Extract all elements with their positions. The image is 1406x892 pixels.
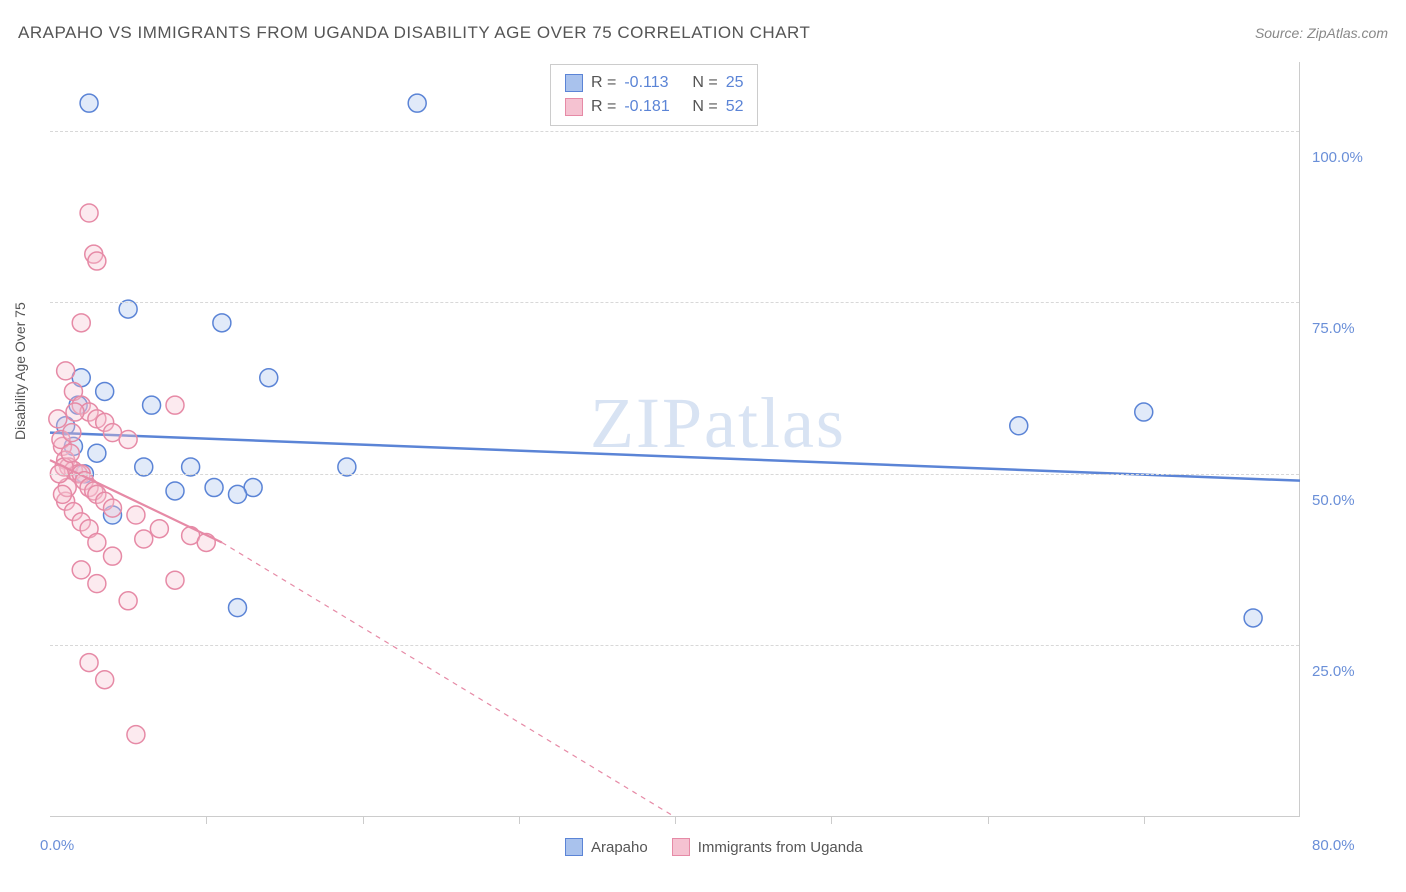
y-tick-label: 25.0% [1312, 663, 1355, 680]
data-point [57, 362, 75, 380]
data-point [229, 485, 247, 503]
x-tick [831, 816, 832, 824]
source-attribution: Source: ZipAtlas.com [1255, 25, 1388, 41]
data-point [260, 369, 278, 387]
gridline-h [50, 302, 1299, 303]
title-bar: ARAPAHO VS IMMIGRANTS FROM UGANDA DISABI… [18, 18, 1388, 48]
data-point [166, 571, 184, 589]
legend-label: Immigrants from Uganda [698, 839, 863, 856]
y-tick-label: 75.0% [1312, 320, 1355, 337]
legend-item: Arapaho [565, 838, 648, 856]
legend-r-value: -0.113 [624, 74, 684, 92]
data-point [72, 314, 90, 332]
data-point [104, 547, 122, 565]
legend-swatch [565, 98, 583, 116]
legend-row: R = -0.181 N = 52 [565, 95, 743, 119]
data-point [127, 726, 145, 744]
data-point [49, 410, 67, 428]
legend-n-label: N = [692, 98, 717, 116]
data-point [213, 314, 231, 332]
x-tick [206, 816, 207, 824]
data-point [166, 396, 184, 414]
data-point [96, 382, 114, 400]
legend-series: Arapaho Immigrants from Uganda [565, 838, 863, 856]
data-point [229, 599, 247, 617]
legend-r-label: R = [591, 98, 616, 116]
data-point [119, 431, 137, 449]
data-point [408, 94, 426, 112]
legend-swatch [565, 74, 583, 92]
plot-area: ZIPatlas R =-0.113N =25R =-0.181N =52 25… [50, 62, 1300, 817]
data-point [96, 671, 114, 689]
data-point [66, 403, 84, 421]
legend-r-label: R = [591, 74, 616, 92]
chart-title: ARAPAHO VS IMMIGRANTS FROM UGANDA DISABI… [18, 23, 810, 43]
legend-swatch [565, 838, 583, 856]
data-point [127, 506, 145, 524]
legend-n-value: 52 [726, 98, 744, 116]
y-tick-label: 100.0% [1312, 149, 1363, 166]
legend-swatch [672, 838, 690, 856]
legend-r-value: -0.181 [624, 98, 684, 116]
data-point [88, 252, 106, 270]
y-tick-label: 50.0% [1312, 492, 1355, 509]
legend-item: Immigrants from Uganda [672, 838, 863, 856]
trend-line-extrapolated [222, 542, 675, 817]
x-label-left: 0.0% [40, 837, 74, 854]
data-point [88, 575, 106, 593]
gridline-h [50, 474, 1299, 475]
data-point [205, 479, 223, 497]
x-tick [1144, 816, 1145, 824]
gridline-h [50, 131, 1299, 132]
data-point [150, 520, 168, 538]
data-point [1135, 403, 1153, 421]
legend-row: R = -0.113 N = 25 [565, 71, 743, 95]
x-tick [675, 816, 676, 824]
x-tick [363, 816, 364, 824]
y-axis-title: Disability Age Over 75 [12, 302, 28, 440]
data-point [80, 94, 98, 112]
data-point [80, 654, 98, 672]
data-point [80, 204, 98, 222]
data-point [166, 482, 184, 500]
legend-correlation: R = -0.113 N = 25 R = -0.181 N = 52 [550, 64, 758, 126]
gridline-h [50, 645, 1299, 646]
x-tick [519, 816, 520, 824]
legend-n-value: 25 [726, 74, 744, 92]
data-point [63, 424, 81, 442]
chart-svg [50, 62, 1299, 816]
data-point [135, 530, 153, 548]
data-point [1010, 417, 1028, 435]
data-point [88, 444, 106, 462]
x-label-right: 80.0% [1312, 837, 1355, 854]
data-point [143, 396, 161, 414]
data-point [61, 444, 79, 462]
x-tick [988, 816, 989, 824]
data-point [119, 592, 137, 610]
data-point [54, 485, 72, 503]
data-point [88, 533, 106, 551]
data-point [1244, 609, 1262, 627]
legend-n-label: N = [692, 74, 717, 92]
data-point [72, 561, 90, 579]
data-point [104, 499, 122, 517]
legend-label: Arapaho [591, 839, 648, 856]
